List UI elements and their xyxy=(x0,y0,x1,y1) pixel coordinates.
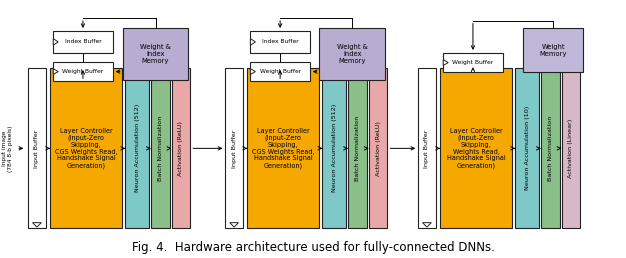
Text: Neuron Accumulation (10): Neuron Accumulation (10) xyxy=(525,106,530,190)
Text: Input image
(784 8-b pixels): Input image (784 8-b pixels) xyxy=(3,125,13,172)
Text: Batch Normalization: Batch Normalization xyxy=(355,116,360,181)
Polygon shape xyxy=(53,69,58,75)
Text: Activation (ReLU): Activation (ReLU) xyxy=(376,121,381,176)
Bar xyxy=(250,62,310,81)
Bar xyxy=(348,68,367,228)
Polygon shape xyxy=(250,39,255,45)
Bar xyxy=(319,28,385,80)
Text: Weight Buffer: Weight Buffer xyxy=(63,69,103,74)
Bar xyxy=(225,68,243,228)
Bar xyxy=(125,68,149,228)
Bar xyxy=(418,68,436,228)
Bar xyxy=(123,28,188,80)
Text: Weight
Memory: Weight Memory xyxy=(540,44,567,57)
Text: Input Buffer: Input Buffer xyxy=(232,129,237,168)
Text: Activation (Linear): Activation (Linear) xyxy=(568,119,573,178)
Bar xyxy=(562,68,580,228)
Text: Neuron Accumulation (512): Neuron Accumulation (512) xyxy=(135,104,140,192)
Text: Fig. 4.  Hardware architecture used for fully-connected DNNs.: Fig. 4. Hardware architecture used for f… xyxy=(131,241,495,254)
Text: Batch Normalization: Batch Normalization xyxy=(548,116,553,181)
Text: Weight Buffer: Weight Buffer xyxy=(453,60,493,65)
Polygon shape xyxy=(443,60,448,66)
Bar xyxy=(247,68,319,228)
Bar xyxy=(443,53,503,72)
Text: Neuron Accumulation (512): Neuron Accumulation (512) xyxy=(332,104,337,192)
Bar xyxy=(440,68,512,228)
Polygon shape xyxy=(230,223,239,227)
Bar xyxy=(250,31,310,53)
Bar xyxy=(28,68,46,228)
Text: Index Buffer: Index Buffer xyxy=(262,39,299,44)
Text: Input Buffer: Input Buffer xyxy=(424,129,429,168)
Bar xyxy=(369,68,387,228)
Bar xyxy=(53,62,113,81)
Text: Weight &
Index
Memory: Weight & Index Memory xyxy=(140,44,171,64)
Text: Index Buffer: Index Buffer xyxy=(64,39,101,44)
Bar xyxy=(322,68,346,228)
Text: Input Buffer: Input Buffer xyxy=(34,129,39,168)
Polygon shape xyxy=(53,39,58,45)
Text: Layer Controller
(Input-Zero
Skipping,
CGS Weights Read,
Handshake Signal
Genera: Layer Controller (Input-Zero Skipping, C… xyxy=(252,128,315,169)
Bar xyxy=(53,31,113,53)
Bar xyxy=(515,68,539,228)
Polygon shape xyxy=(250,69,255,75)
Text: Layer Controller
(Input-Zero
Skipping,
CGS Weights Read,
Handshake Signal
Genera: Layer Controller (Input-Zero Skipping, C… xyxy=(54,128,118,169)
Polygon shape xyxy=(423,223,431,227)
Bar xyxy=(50,68,122,228)
Text: Weight &
Index
Memory: Weight & Index Memory xyxy=(337,44,367,64)
Bar xyxy=(172,68,190,228)
Bar xyxy=(541,68,560,228)
Text: Weight Buffer: Weight Buffer xyxy=(260,69,300,74)
Text: Layer Controller
(Input-Zero
Skipping,
Weights Read,
Handshake Signal
Generation: Layer Controller (Input-Zero Skipping, W… xyxy=(447,128,505,169)
Polygon shape xyxy=(33,223,41,227)
Text: Activation (ReLU): Activation (ReLU) xyxy=(178,121,183,176)
Bar xyxy=(151,68,170,228)
Bar xyxy=(523,28,583,72)
Text: Batch Normalization: Batch Normalization xyxy=(158,116,163,181)
